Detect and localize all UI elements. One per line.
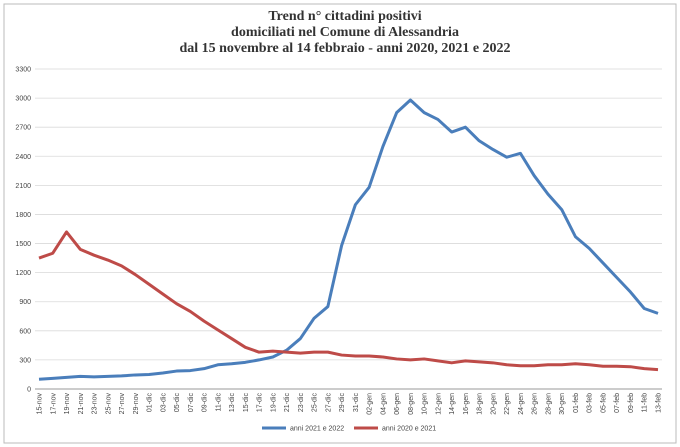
- legend-label: anni 2021 e 2022: [290, 426, 344, 433]
- x-tick-label: 19-nov: [64, 393, 71, 415]
- title-line: dal 15 novembre al 14 febbraio - anni 20…: [179, 41, 510, 56]
- y-tick-label: 2700: [15, 125, 31, 132]
- x-tick-label: 27-nov: [119, 393, 126, 415]
- series-line: [38, 230, 659, 372]
- x-tick-label: 29-nov: [133, 393, 140, 415]
- x-tick-label: 08-gen: [408, 393, 415, 415]
- y-tick-label: 2400: [15, 154, 31, 161]
- x-tick-label: 23-nov: [92, 393, 99, 415]
- x-tick-label: 11-feb: [642, 393, 649, 412]
- x-tick-label: 24-gen: [518, 393, 525, 415]
- x-tick-label: 20-gen: [490, 393, 497, 415]
- x-tick-label: 15-nov: [37, 393, 44, 415]
- x-tick-label: 26-gen: [532, 393, 539, 415]
- x-tick-label: 02-gen: [367, 393, 374, 415]
- x-tick-label: 05-dic: [174, 393, 181, 413]
- y-tick-label: 600: [19, 328, 31, 335]
- x-tick-label: 09-feb: [628, 393, 635, 413]
- y-tick-label: 1200: [15, 270, 31, 277]
- x-tick-label: 15-dic: [243, 393, 250, 413]
- y-tick-label: 3300: [15, 67, 31, 74]
- x-tick-label: 29-dic: [339, 393, 346, 413]
- x-tick-label: 13-feb: [656, 393, 663, 413]
- x-tick-label: 22-gen: [504, 393, 511, 415]
- y-tick-label: 900: [19, 299, 31, 306]
- x-tick-label: 30-gen: [559, 393, 566, 415]
- x-tick-label: 01-feb: [573, 393, 580, 413]
- x-tick-label: 06-gen: [394, 393, 401, 415]
- x-tick-label: 25-dic: [312, 393, 319, 413]
- x-tick-label: 31-dic: [353, 393, 360, 413]
- x-tick-label: 23-dic: [298, 393, 305, 413]
- x-tick-label: 07-feb: [614, 393, 621, 413]
- x-tick-label: 05-feb: [600, 393, 607, 413]
- x-tick-label: 07-dic: [188, 393, 195, 413]
- x-tick-label: 11-dic: [215, 393, 222, 412]
- x-tick-label: 13-dic: [229, 393, 236, 413]
- series-line: [38, 98, 659, 381]
- x-tick-label: 28-gen: [545, 393, 552, 415]
- x-tick-label: 19-dic: [270, 393, 277, 413]
- y-tick-label: 0: [27, 387, 31, 394]
- x-tick-label: 14-gen: [449, 393, 456, 415]
- x-tick-label: 27-dic: [325, 393, 332, 413]
- x-tick-label: 21-dic: [284, 393, 291, 413]
- title-line: Trend n° cittadini positivi: [268, 9, 421, 24]
- y-tick-label: 1800: [15, 212, 31, 219]
- x-tick-label: 12-gen: [435, 393, 442, 415]
- x-tick-label: 21-nov: [78, 393, 85, 415]
- x-tick-label: 01-dic: [147, 393, 154, 413]
- legend-label: anni 2020 e 2021: [382, 426, 436, 433]
- x-tick-label: 04-gen: [380, 393, 387, 415]
- x-tick-label: 03-feb: [587, 393, 594, 413]
- chart-frame: [3, 3, 677, 444]
- x-tick-label: 03-dic: [160, 393, 167, 413]
- x-tick-label: 17-dic: [257, 393, 264, 413]
- y-tick-label: 3000: [15, 96, 31, 103]
- title-line: domiciliati nel Comune di Alessandria: [231, 25, 459, 40]
- x-tick-label: 18-gen: [477, 393, 484, 415]
- y-tick-label: 1500: [15, 241, 31, 248]
- x-tick-label: 25-nov: [105, 393, 112, 415]
- x-tick-label: 10-gen: [422, 393, 429, 415]
- y-tick-label: 300: [19, 357, 31, 364]
- x-tick-label: 16-gen: [463, 393, 470, 415]
- x-tick-label: 09-dic: [202, 393, 209, 413]
- x-tick-label: 17-nov: [50, 393, 57, 415]
- y-tick-label: 2100: [15, 183, 31, 190]
